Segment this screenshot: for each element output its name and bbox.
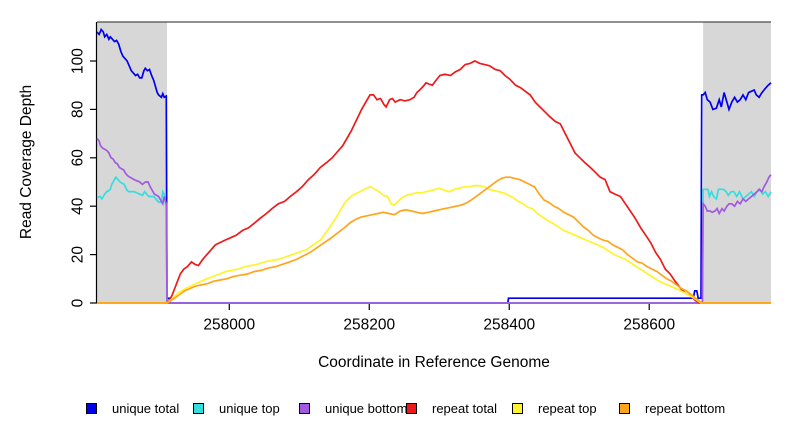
x-tick-label: 258200: [343, 317, 395, 334]
y-tick-label: 100: [70, 48, 87, 74]
series-line-unique-bottom: [96, 137, 772, 304]
series-line-repeat-total: [97, 60, 771, 304]
x-tick-label: 258400: [483, 317, 535, 334]
series-line-repeat-top: [97, 184, 771, 304]
series-line-unique-total: [96, 27, 772, 304]
y-axis-title: Read Coverage Depth: [18, 84, 35, 240]
series-line-repeat-bottom: [97, 176, 771, 304]
y-tick-label: 60: [70, 149, 87, 167]
x-tick-label: 258000: [203, 317, 255, 334]
y-tick-label: 40: [70, 197, 87, 215]
y-tick-label: 20: [70, 246, 87, 264]
x-tick-label: 258600: [623, 317, 675, 334]
x-axis-title: Coordinate in Reference Genome: [318, 354, 550, 371]
y-tick-label: 0: [70, 298, 87, 307]
series-line-unique-top: [96, 175, 772, 304]
shaded-region: [97, 22, 167, 303]
y-tick-label: 80: [70, 100, 87, 118]
shaded-region: [703, 22, 771, 303]
